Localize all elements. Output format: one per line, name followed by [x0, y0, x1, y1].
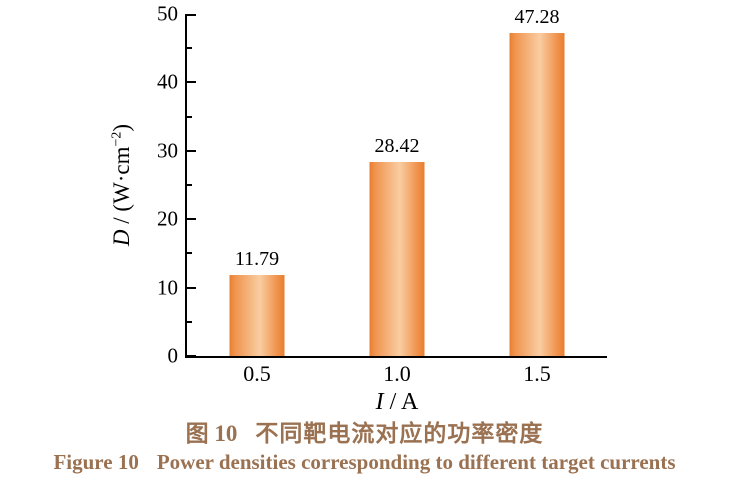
y-minor-tick — [187, 184, 192, 186]
y-axis-unit-exponent: −2 — [109, 131, 125, 147]
bar-slot: 11.79 — [187, 14, 327, 356]
y-tick-label: 30 — [157, 138, 178, 163]
bar — [229, 275, 285, 356]
caption-english: Figure 10 Power densities corresponding t… — [0, 450, 729, 475]
y-tick-label: 50 — [157, 1, 178, 26]
plot-area: 11.79 28.42 47.28 — [185, 7, 607, 358]
x-axis-variable: I — [375, 389, 384, 415]
bar — [369, 161, 425, 356]
y-major-tick — [187, 355, 196, 357]
bar-slot: 28.42 — [327, 14, 467, 356]
caption-chinese-number: 图 10 — [185, 421, 238, 446]
x-axis-title: I / A — [375, 389, 419, 415]
y-minor-tick — [187, 115, 192, 118]
bar — [509, 32, 565, 356]
x-tick-label: 0.5 — [243, 361, 271, 386]
bar-value-label: 11.79 — [234, 248, 280, 271]
y-tick-label: 20 — [157, 206, 178, 231]
y-major-tick — [187, 149, 196, 152]
y-tick-label: 0 — [167, 343, 179, 368]
bar-value-label: 28.42 — [374, 134, 420, 157]
caption-english-number: Figure 10 — [53, 450, 139, 474]
bar-slot: 47.28 — [467, 7, 607, 356]
x-tick-label: 1.5 — [523, 361, 551, 386]
y-major-tick — [187, 81, 196, 84]
caption-english-text: Power densities corresponding to differe… — [156, 450, 676, 474]
caption-chinese-text: 不同靶电流对应的功率密度 — [255, 420, 544, 446]
y-tick-label: 10 — [157, 275, 178, 300]
y-major-tick — [187, 286, 196, 289]
y-minor-tick — [187, 320, 192, 323]
y-tick-label: 40 — [157, 69, 178, 94]
y-minor-tick — [187, 252, 192, 255]
bar-value-label: 47.28 — [514, 5, 560, 28]
y-axis-tick-labels: 0 10 20 30 40 50 — [128, 3, 178, 366]
y-minor-tick — [187, 47, 192, 50]
x-axis-tick-labels: 0.5 1.0 1.5 — [187, 361, 607, 388]
y-major-tick — [187, 218, 196, 221]
x-tick-label: 1.0 — [383, 361, 411, 386]
caption-chinese: 图 10 不同靶电流对应的功率密度 — [0, 414, 729, 448]
y-major-tick — [187, 14, 196, 16]
